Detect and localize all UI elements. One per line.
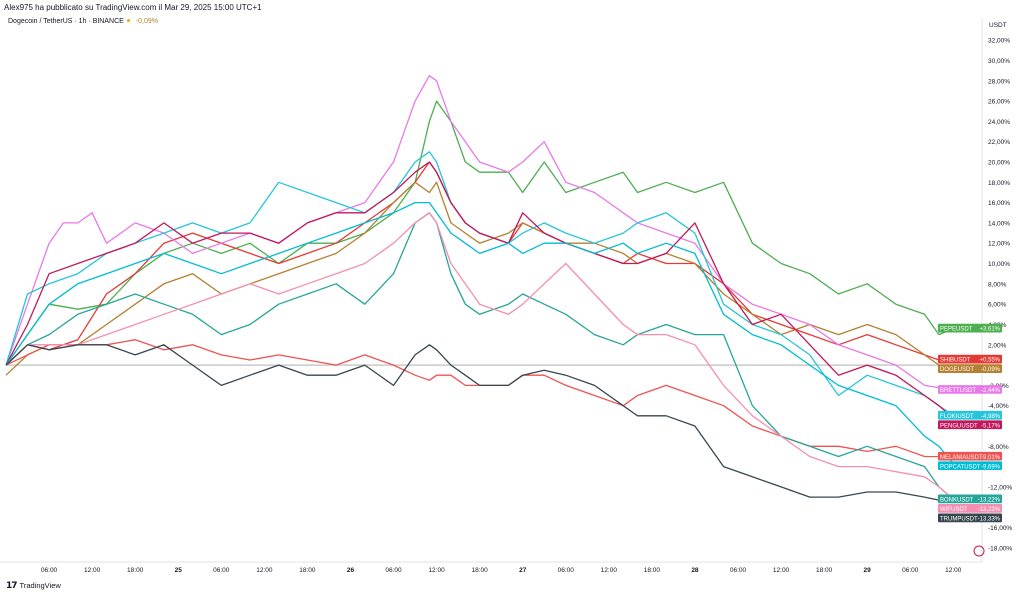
series-value: -9,69% (981, 464, 1001, 470)
series-value: -2,44% (981, 388, 1001, 394)
series-value: +3,61% (979, 327, 1000, 333)
y-tick-label: 16,00% (988, 200, 1010, 207)
series-line-popcatusdt[interactable] (5, 201, 954, 464)
y-tick-label: 6,00% (988, 302, 1007, 309)
y-tick-label: -8,00% (988, 444, 1009, 451)
series-line-wifusdt[interactable] (5, 212, 954, 500)
x-tick-label: 06:00 (730, 567, 747, 574)
series-value: -13,23% (978, 507, 1001, 513)
x-tick-label: 06:00 (213, 567, 230, 574)
x-tick-label: 06:00 (902, 567, 919, 574)
series-badge-brettusdt[interactable]: BRETTUSDT -2,44% (938, 385, 1002, 394)
series-value: -9,01% (981, 455, 1001, 461)
series-name: FLOKIUSDT (940, 414, 974, 420)
series-name: MELANIAUSDT (940, 455, 983, 461)
series-name: POPCATUSDT (940, 464, 981, 470)
series-badge-popcatusdt[interactable]: POPCATUSDT -9,69% (938, 461, 1002, 470)
series-name: PEPEUSDT (940, 327, 973, 333)
series-name: DOGEUSDT (940, 367, 974, 373)
tv-logo-icon: 𝟭𝟳 (6, 580, 17, 590)
series-badge-bonkusdt[interactable]: BONKUSDT -13,22% (938, 494, 1002, 504)
series-badge-flokiusdt[interactable]: FLOKIUSDT -4,98% (938, 410, 1002, 420)
y-tick-label: -18,00% (988, 545, 1012, 552)
y-tick-label: 2,00% (988, 342, 1007, 349)
series-name: BONKUSDT (940, 498, 974, 504)
series-line-brettusdt[interactable] (5, 75, 954, 391)
y-tick-label: 10,00% (988, 261, 1010, 268)
y-tick-label: 22,00% (988, 139, 1010, 146)
x-tick-label: 06:00 (41, 567, 58, 574)
x-tick-label: 12:00 (945, 567, 962, 574)
series-value: +0,55% (979, 358, 1000, 364)
y-tick-label: -12,00% (988, 484, 1012, 491)
x-tick-label: 28 (691, 567, 699, 574)
series-badge-trumpusdt[interactable]: TRUMPUSDT -13,33% (938, 513, 1002, 523)
series-name: PENGUUSDT (940, 423, 978, 429)
x-tick-label: 18:00 (299, 567, 316, 574)
series-badge-shibusdt[interactable]: SHIBUSDT +0,55% (938, 354, 1002, 364)
x-tick-label: 06:00 (558, 567, 575, 574)
x-tick-label: 12:00 (601, 567, 618, 574)
y-tick-label: -4,00% (988, 403, 1009, 410)
series-line-pepeusdt[interactable] (5, 100, 954, 366)
x-tick-label: 25 (175, 567, 183, 574)
series-line-trumpusdt[interactable] (5, 344, 954, 502)
y-tick-label: 24,00% (988, 119, 1010, 126)
x-tick-label: 18:00 (472, 567, 489, 574)
x-tick-label: 27 (519, 567, 527, 574)
y-tick-label: 20,00% (988, 160, 1010, 167)
x-tick-label: 12:00 (84, 567, 101, 574)
series-value: -0,09% (981, 367, 1001, 373)
x-tick-label: 06:00 (385, 567, 402, 574)
symbol-name: Dogecoin / TetherUS · 1h · BINANCE (8, 18, 124, 25)
y-axis-label: USDT (989, 22, 1007, 29)
series-value: -13,22% (978, 498, 1001, 504)
y-tick-label: 30,00% (988, 58, 1010, 65)
series-value: -13,33% (978, 517, 1001, 523)
y-tick-label: 12,00% (988, 241, 1010, 248)
x-tick-label: 26 (347, 567, 355, 574)
y-tick-label: 28,00% (988, 78, 1010, 85)
x-tick-label: 12:00 (773, 567, 790, 574)
footer: 𝟭𝟳 TradingView (6, 580, 61, 591)
footer-brand: TradingView (19, 581, 61, 590)
series-line-shibusdt[interactable] (5, 161, 954, 366)
publish-info: Alex975 ha pubblicato su TradingView.com… (4, 3, 262, 12)
y-tick-label: 14,00% (988, 220, 1010, 227)
series-value: -5,17% (981, 423, 1001, 429)
series-name: SHIBUSDT (940, 358, 971, 364)
y-tick-label: 8,00% (988, 281, 1007, 288)
x-tick-label: 12:00 (256, 567, 273, 574)
series-badge-penguusdt[interactable]: PENGUUSDT -5,17% (938, 420, 1002, 429)
series-line-flokiusdt[interactable] (5, 151, 954, 417)
y-tick-label: 26,00% (988, 99, 1010, 106)
series-name: TRUMPUSDT (940, 517, 978, 523)
x-tick-label: 18:00 (816, 567, 833, 574)
y-tick-label: -16,00% (988, 525, 1012, 532)
series-badge-wifusdt[interactable]: WIFUSDT -13,23% (938, 504, 1002, 513)
series-line-melaniausdt[interactable] (5, 339, 954, 458)
y-tick-label: 32,00% (988, 38, 1010, 45)
x-tick-label: 18:00 (644, 567, 661, 574)
lightning-icon[interactable] (973, 545, 985, 557)
y-tick-label: 18,00% (988, 180, 1010, 187)
series-badge-pepeusdt[interactable]: PEPEUSDT +3,61% (938, 323, 1002, 333)
series-badge-melaniausdt[interactable]: MELANIAUSDT-9,01% (938, 451, 1002, 461)
series-value: -4,98% (981, 414, 1001, 420)
symbol-change: -0,09% (135, 18, 158, 25)
series-name: WIFUSDT (940, 507, 968, 513)
x-tick-label: 18:00 (127, 567, 144, 574)
series-line-penguusdt[interactable] (5, 161, 954, 419)
series-badge-dogeusdt[interactable]: DOGEUSDT -0,09% (938, 364, 1002, 373)
status-dot-icon (126, 19, 130, 23)
symbol-legend[interactable]: Dogecoin / TetherUS · 1h · BINANCE -0,09% (8, 18, 158, 25)
series-name: BRETTUSDT (940, 388, 976, 394)
x-tick-label: 29 (864, 567, 872, 574)
x-tick-label: 12:00 (428, 567, 445, 574)
